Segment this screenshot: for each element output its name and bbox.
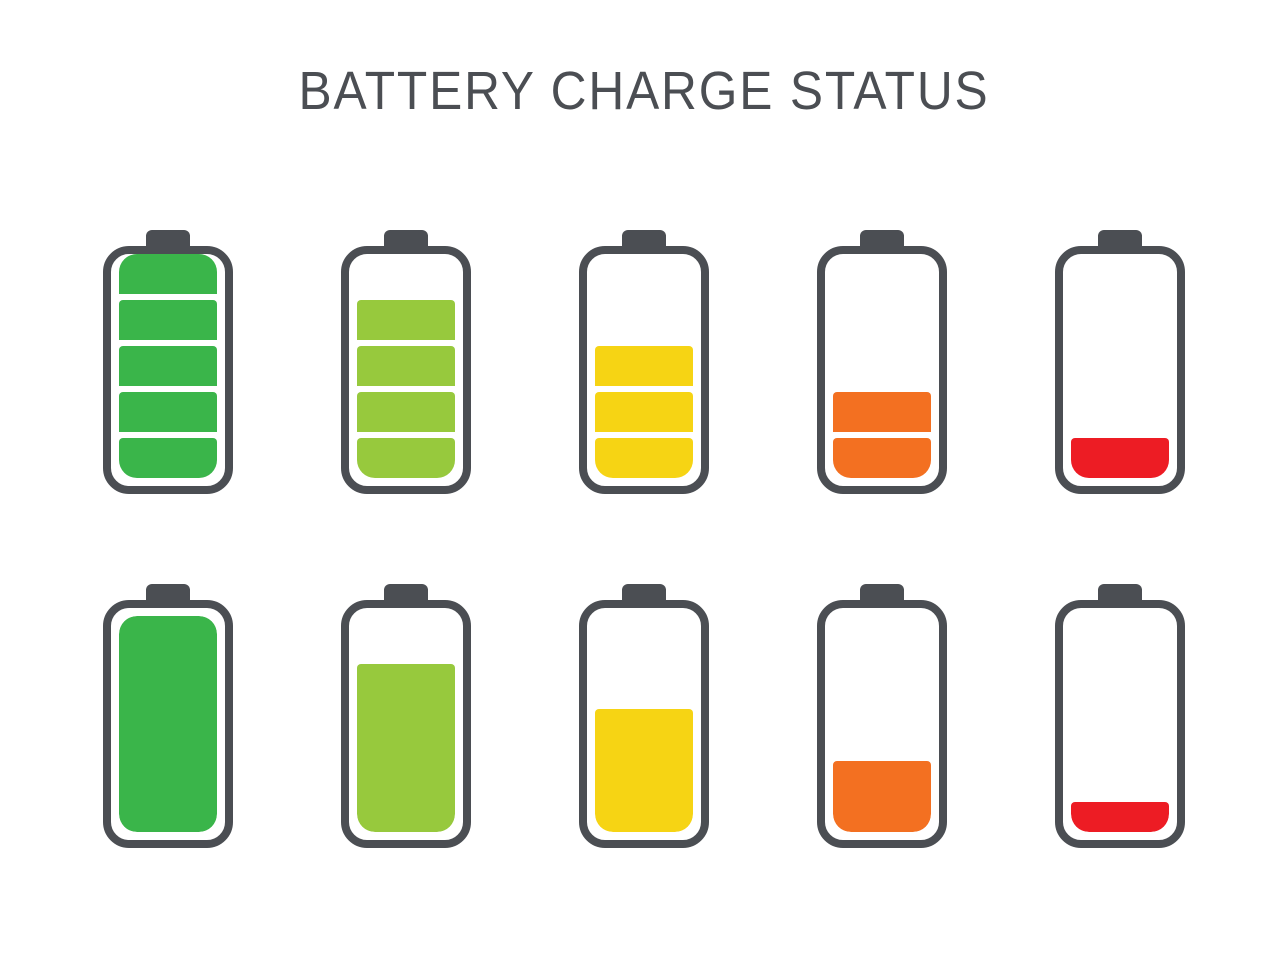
battery-fill-wrap bbox=[833, 616, 931, 832]
battery-fill bbox=[357, 664, 455, 832]
battery-fill-wrap bbox=[357, 616, 455, 832]
battery-solid-60-icon bbox=[579, 584, 709, 848]
battery-bar bbox=[595, 392, 693, 432]
battery-terminal-icon bbox=[860, 230, 904, 246]
battery-bars bbox=[833, 392, 931, 478]
battery-terminal-icon bbox=[146, 230, 190, 246]
battery-bars bbox=[595, 346, 693, 478]
battery-bars-100-icon bbox=[103, 230, 233, 494]
battery-bar bbox=[119, 392, 217, 432]
battery-body bbox=[1055, 246, 1185, 494]
battery-terminal-icon bbox=[622, 584, 666, 600]
battery-fill-wrap bbox=[119, 616, 217, 832]
battery-bar bbox=[1071, 438, 1169, 478]
battery-terminal-icon bbox=[146, 584, 190, 600]
battery-body bbox=[579, 246, 709, 494]
battery-bar bbox=[119, 254, 217, 294]
battery-fill bbox=[1071, 802, 1169, 832]
battery-bars-20-icon bbox=[1055, 230, 1185, 494]
battery-terminal-icon bbox=[860, 584, 904, 600]
battery-terminal-icon bbox=[622, 230, 666, 246]
battery-body bbox=[341, 246, 471, 494]
battery-bar bbox=[833, 392, 931, 432]
battery-bar bbox=[595, 438, 693, 478]
battery-bars-60-icon bbox=[579, 230, 709, 494]
battery-bar bbox=[833, 438, 931, 478]
battery-fill-wrap bbox=[595, 616, 693, 832]
battery-bar bbox=[357, 346, 455, 386]
battery-body bbox=[817, 246, 947, 494]
battery-bar bbox=[595, 346, 693, 386]
battery-bar bbox=[119, 438, 217, 478]
battery-bar bbox=[119, 300, 217, 340]
battery-body bbox=[103, 600, 233, 848]
battery-fill bbox=[595, 709, 693, 832]
battery-bars bbox=[357, 300, 455, 478]
battery-bars-80-icon bbox=[341, 230, 471, 494]
page-title: BATTERY CHARGE STATUS bbox=[52, 60, 1237, 122]
battery-bar bbox=[357, 392, 455, 432]
battery-solid-20-icon bbox=[1055, 584, 1185, 848]
battery-bar bbox=[119, 346, 217, 386]
battery-bars bbox=[1071, 438, 1169, 478]
battery-body bbox=[579, 600, 709, 848]
battery-bar bbox=[357, 438, 455, 478]
battery-solid-100-icon bbox=[103, 584, 233, 848]
battery-fill bbox=[833, 761, 931, 832]
battery-row-solid bbox=[103, 584, 1185, 848]
battery-fill bbox=[119, 616, 217, 832]
battery-terminal-icon bbox=[1098, 230, 1142, 246]
battery-body bbox=[341, 600, 471, 848]
battery-solid-40-icon bbox=[817, 584, 947, 848]
battery-fill-wrap bbox=[1071, 616, 1169, 832]
battery-row-bars bbox=[103, 230, 1185, 494]
battery-bars bbox=[119, 254, 217, 478]
battery-body bbox=[817, 600, 947, 848]
battery-bars-40-icon bbox=[817, 230, 947, 494]
battery-body bbox=[103, 246, 233, 494]
battery-body bbox=[1055, 600, 1185, 848]
battery-solid-80-icon bbox=[341, 584, 471, 848]
battery-terminal-icon bbox=[384, 584, 428, 600]
battery-grid bbox=[0, 230, 1288, 848]
battery-bar bbox=[357, 300, 455, 340]
battery-terminal-icon bbox=[384, 230, 428, 246]
battery-terminal-icon bbox=[1098, 584, 1142, 600]
